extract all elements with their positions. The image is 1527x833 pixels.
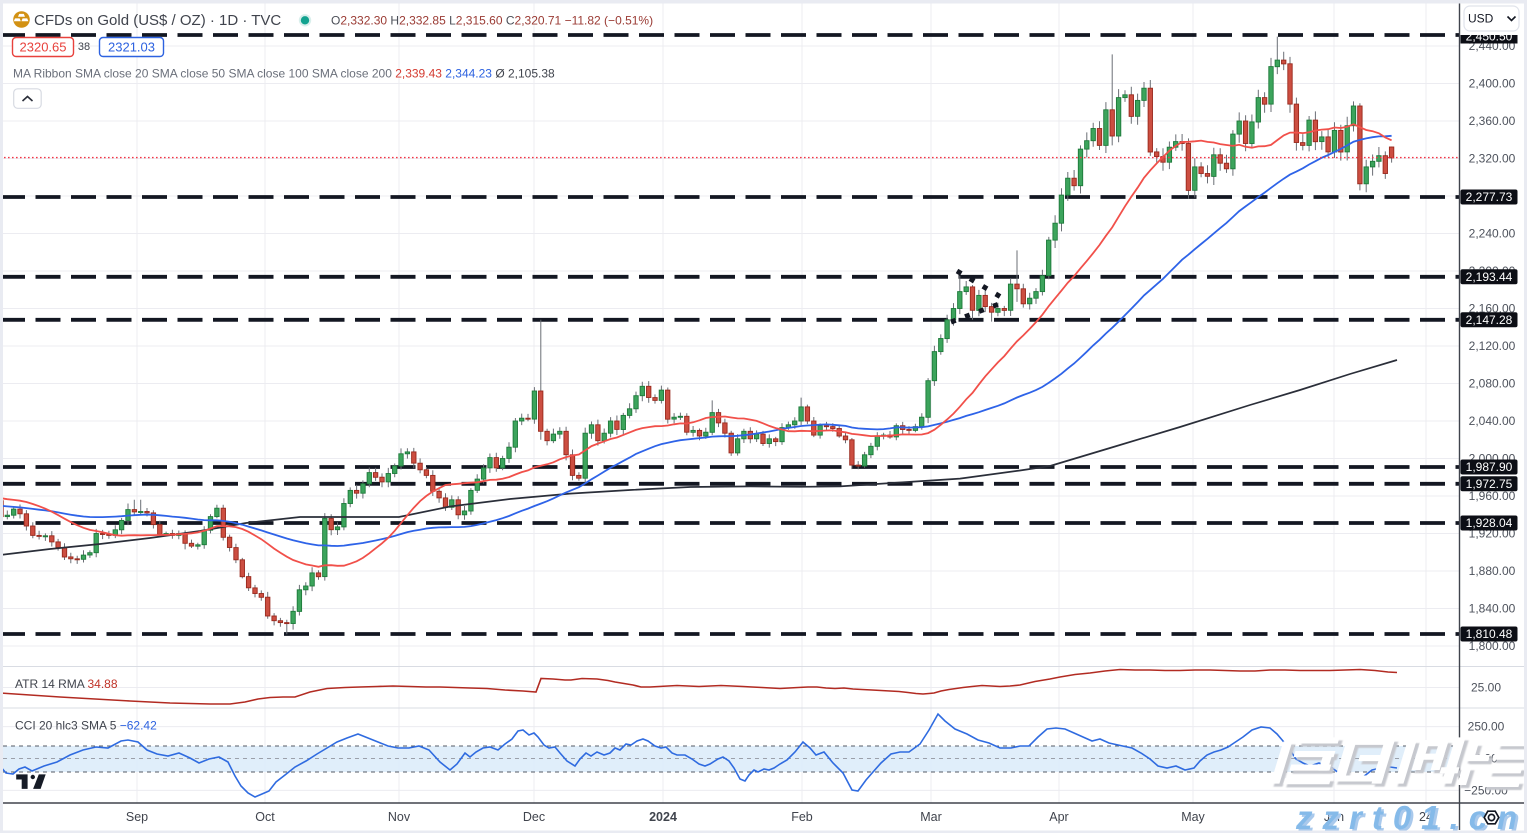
svg-text:zzrt01.cn: zzrt01.cn [1295,799,1527,833]
svg-text:USD: USD [1468,12,1494,26]
svg-text:Dec: Dec [523,810,545,824]
svg-text:2,277.73: 2,277.73 [1466,190,1513,204]
svg-text:2,240.00: 2,240.00 [1469,227,1516,241]
svg-text:24: 24 [1419,810,1433,824]
svg-text:2,160.00: 2,160.00 [1469,302,1516,316]
svg-text:CCI 20 hlc3 SMA 5 −62.42: CCI 20 hlc3 SMA 5 −62.42 [15,719,157,733]
svg-text:2,080.00: 2,080.00 [1469,377,1516,391]
svg-text:2,147.28: 2,147.28 [1466,313,1513,327]
svg-text:2,040.00: 2,040.00 [1469,414,1516,428]
svg-text:250.00: 250.00 [1468,720,1505,734]
svg-text:1,928.04: 1,928.04 [1466,516,1513,530]
svg-text:1,987.90: 1,987.90 [1466,460,1513,474]
svg-text:Feb: Feb [791,810,813,824]
svg-text:2,120.00: 2,120.00 [1469,339,1516,353]
svg-text:2,400.00: 2,400.00 [1469,77,1516,91]
svg-text:2024: 2024 [649,810,677,824]
svg-text:1,810.48: 1,810.48 [1466,627,1513,641]
svg-text:O2,332.30 H2,332.85 L2,315.60: O2,332.30 H2,332.85 L2,315.60 C2,320.71 … [331,14,653,28]
svg-text:May: May [1181,810,1205,824]
svg-text:2,320.00: 2,320.00 [1469,152,1516,166]
svg-text:1,880.00: 1,880.00 [1469,564,1516,578]
svg-text:ATR 14 RMA 34.88: ATR 14 RMA 34.88 [15,677,118,691]
svg-text:Sep: Sep [126,810,148,824]
svg-text:1,972.75: 1,972.75 [1466,477,1513,491]
svg-text:Oct: Oct [255,810,275,824]
svg-text:2321.03: 2321.03 [108,40,155,55]
svg-text:38: 38 [78,41,90,53]
svg-text:2,450.50: 2,450.50 [1466,30,1513,44]
svg-text:MA Ribbon SMA close 20 SMA clo: MA Ribbon SMA close 20 SMA close 50 SMA … [13,67,555,81]
svg-text:1,840.00: 1,840.00 [1469,602,1516,616]
svg-text:Mar: Mar [920,810,942,824]
svg-text:CFDs on Gold (US$ / OZ) · 1D ·: CFDs on Gold (US$ / OZ) · 1D · TVC [34,12,281,29]
svg-text:1,960.00: 1,960.00 [1469,489,1516,503]
svg-text:Nov: Nov [388,810,411,824]
svg-text:2,193.44: 2,193.44 [1466,270,1513,284]
svg-text:2320.65: 2320.65 [20,40,67,55]
svg-text:Jun: Jun [1324,810,1344,824]
svg-text:25.00: 25.00 [1471,681,1501,695]
svg-text:zzrt01.cn: zzrt01.cn [1298,801,1527,833]
svg-text:2,360.00: 2,360.00 [1469,114,1516,128]
svg-text:Apr: Apr [1049,810,1068,824]
svg-text:1,800.00: 1,800.00 [1469,639,1516,653]
